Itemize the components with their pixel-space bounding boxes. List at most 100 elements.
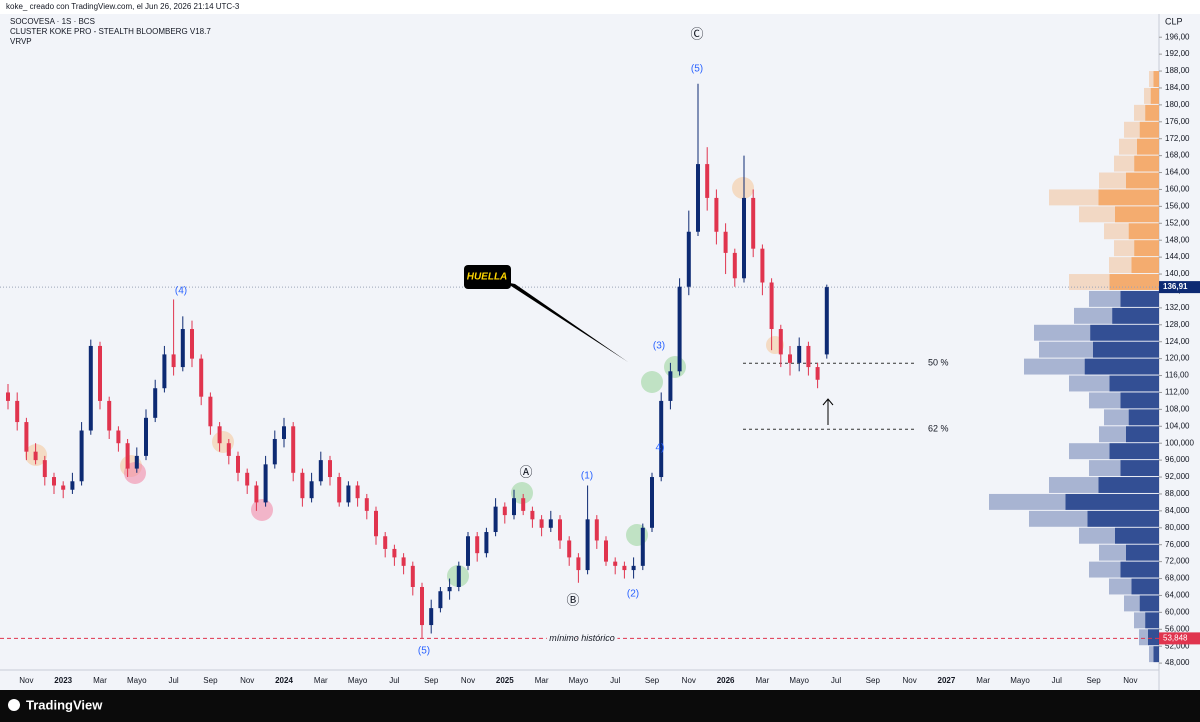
candle-body: [760, 248, 765, 283]
circle: [641, 371, 663, 393]
volume-bar-core: [1131, 257, 1159, 274]
candle-body: [732, 252, 737, 279]
x-tick-label: Nov: [902, 676, 916, 685]
candle-body: [650, 477, 654, 528]
candle-body: [815, 367, 820, 380]
candle-body: [466, 536, 470, 566]
y-tick-label: 192,00: [1165, 49, 1190, 58]
candle-body: [190, 329, 194, 359]
x-tick-label: Sep: [1086, 676, 1101, 685]
y-tick-label: 132,00: [1165, 303, 1190, 312]
x-tick-label: 2026: [717, 676, 735, 685]
y-tick-label: 112,00: [1165, 388, 1189, 397]
y-tick-label: 188,00: [1165, 66, 1190, 75]
volume-bar-core: [1126, 426, 1159, 443]
x-tick-label: Mayo: [1010, 676, 1030, 685]
y-tick-label: 184,00: [1165, 83, 1190, 92]
y-tick-label: 152,00: [1165, 218, 1190, 227]
candle-body: [70, 481, 75, 490]
bottom-bar: [0, 690, 1200, 722]
candle-body: [797, 345, 802, 363]
volume-bar-core: [1120, 290, 1159, 307]
candle-body: [282, 426, 286, 439]
candle-body: [401, 557, 406, 566]
candle-body: [309, 481, 314, 499]
candle-body: [52, 477, 56, 486]
volume-bar-core: [1145, 104, 1159, 121]
wave-label: 4): [656, 443, 665, 454]
candle-body: [226, 443, 231, 456]
y-tick-label: 176,00: [1165, 117, 1190, 126]
circle: [251, 499, 273, 521]
wave-label: (1): [581, 471, 593, 482]
candle-body: [594, 519, 599, 541]
candle-body: [346, 485, 351, 503]
candle-body: [199, 358, 204, 397]
indicator: CLUSTER KOKE PRO - STEALTH BLOOMBERG V18…: [10, 27, 211, 36]
candle-body: [116, 430, 121, 444]
x-tick-label: 2025: [496, 676, 514, 685]
candle-body: [539, 519, 544, 528]
volume-bar-core: [1153, 71, 1159, 87]
candle-body: [585, 519, 590, 571]
x-tick-label: Jul: [168, 676, 178, 685]
candle-body: [613, 561, 618, 566]
y-tick-label: 172,00: [1165, 134, 1190, 143]
candle-body: [318, 460, 323, 482]
y-tick-label: 88,000: [1165, 489, 1190, 498]
circle: [732, 177, 754, 199]
x-tick-label: Mar: [976, 676, 990, 685]
candle-body: [300, 472, 305, 499]
y-tick-label: 168,00: [1165, 151, 1190, 160]
candle-body: [696, 164, 700, 232]
candle-body: [429, 608, 434, 626]
candle-body: [24, 422, 29, 452]
candle-body: [6, 392, 10, 401]
volume-bar-core: [1120, 392, 1159, 409]
currency: CLP: [1165, 16, 1183, 26]
candle-body: [438, 591, 443, 609]
volume-bar-core: [1065, 493, 1159, 510]
volume-bar-core: [1128, 223, 1159, 240]
y-tick-label: 108,00: [1165, 404, 1190, 413]
candle-body: [576, 557, 581, 571]
candle-body: [493, 506, 498, 533]
y-tick-label: 96,000: [1165, 455, 1190, 464]
candle-body: [245, 472, 250, 486]
y-tick-label: 52,000: [1165, 641, 1190, 650]
candle-body: [263, 464, 268, 503]
candle-body: [548, 519, 553, 528]
x-tick-label: Jul: [831, 676, 841, 685]
candle-body: [742, 197, 746, 279]
candle-body: [79, 430, 84, 482]
candle-body: [383, 536, 388, 549]
candle-body: [668, 371, 673, 401]
volume-bar-core: [1120, 561, 1159, 578]
x-tick-label: Mar: [535, 676, 549, 685]
candle-body: [98, 345, 102, 401]
x-tick-label: Jul: [610, 676, 620, 685]
y-tick-label: 148,00: [1165, 235, 1190, 244]
candle-body: [162, 354, 167, 389]
x-tick-label: Jul: [389, 676, 399, 685]
candle-body: [107, 400, 112, 431]
volume-bar-core: [1128, 409, 1159, 426]
candle-body: [824, 287, 829, 355]
y-tick-label: 124,00: [1165, 337, 1190, 346]
y-tick-label: 60,000: [1165, 607, 1190, 616]
candle-body: [475, 536, 480, 554]
y-tick-label: 92,000: [1165, 472, 1190, 481]
candle-body: [640, 527, 645, 566]
credit: koke_ creado con TradingView.com, el Jun…: [6, 2, 240, 11]
y-tick-label: 72,000: [1165, 557, 1190, 566]
volume-bar-core: [1084, 358, 1159, 375]
volume-bar-core: [1139, 595, 1159, 612]
x-tick-label: Nov: [240, 676, 254, 685]
candle-body: [272, 438, 277, 465]
volume-bar-core: [1126, 544, 1159, 561]
candle-body: [33, 451, 38, 461]
y-tick-label: 144,00: [1165, 252, 1190, 261]
historic-low-label: 53,848: [1163, 633, 1188, 642]
y-tick-label: 76,000: [1165, 540, 1190, 549]
historic-low-note: mínimo histórico: [549, 633, 615, 643]
